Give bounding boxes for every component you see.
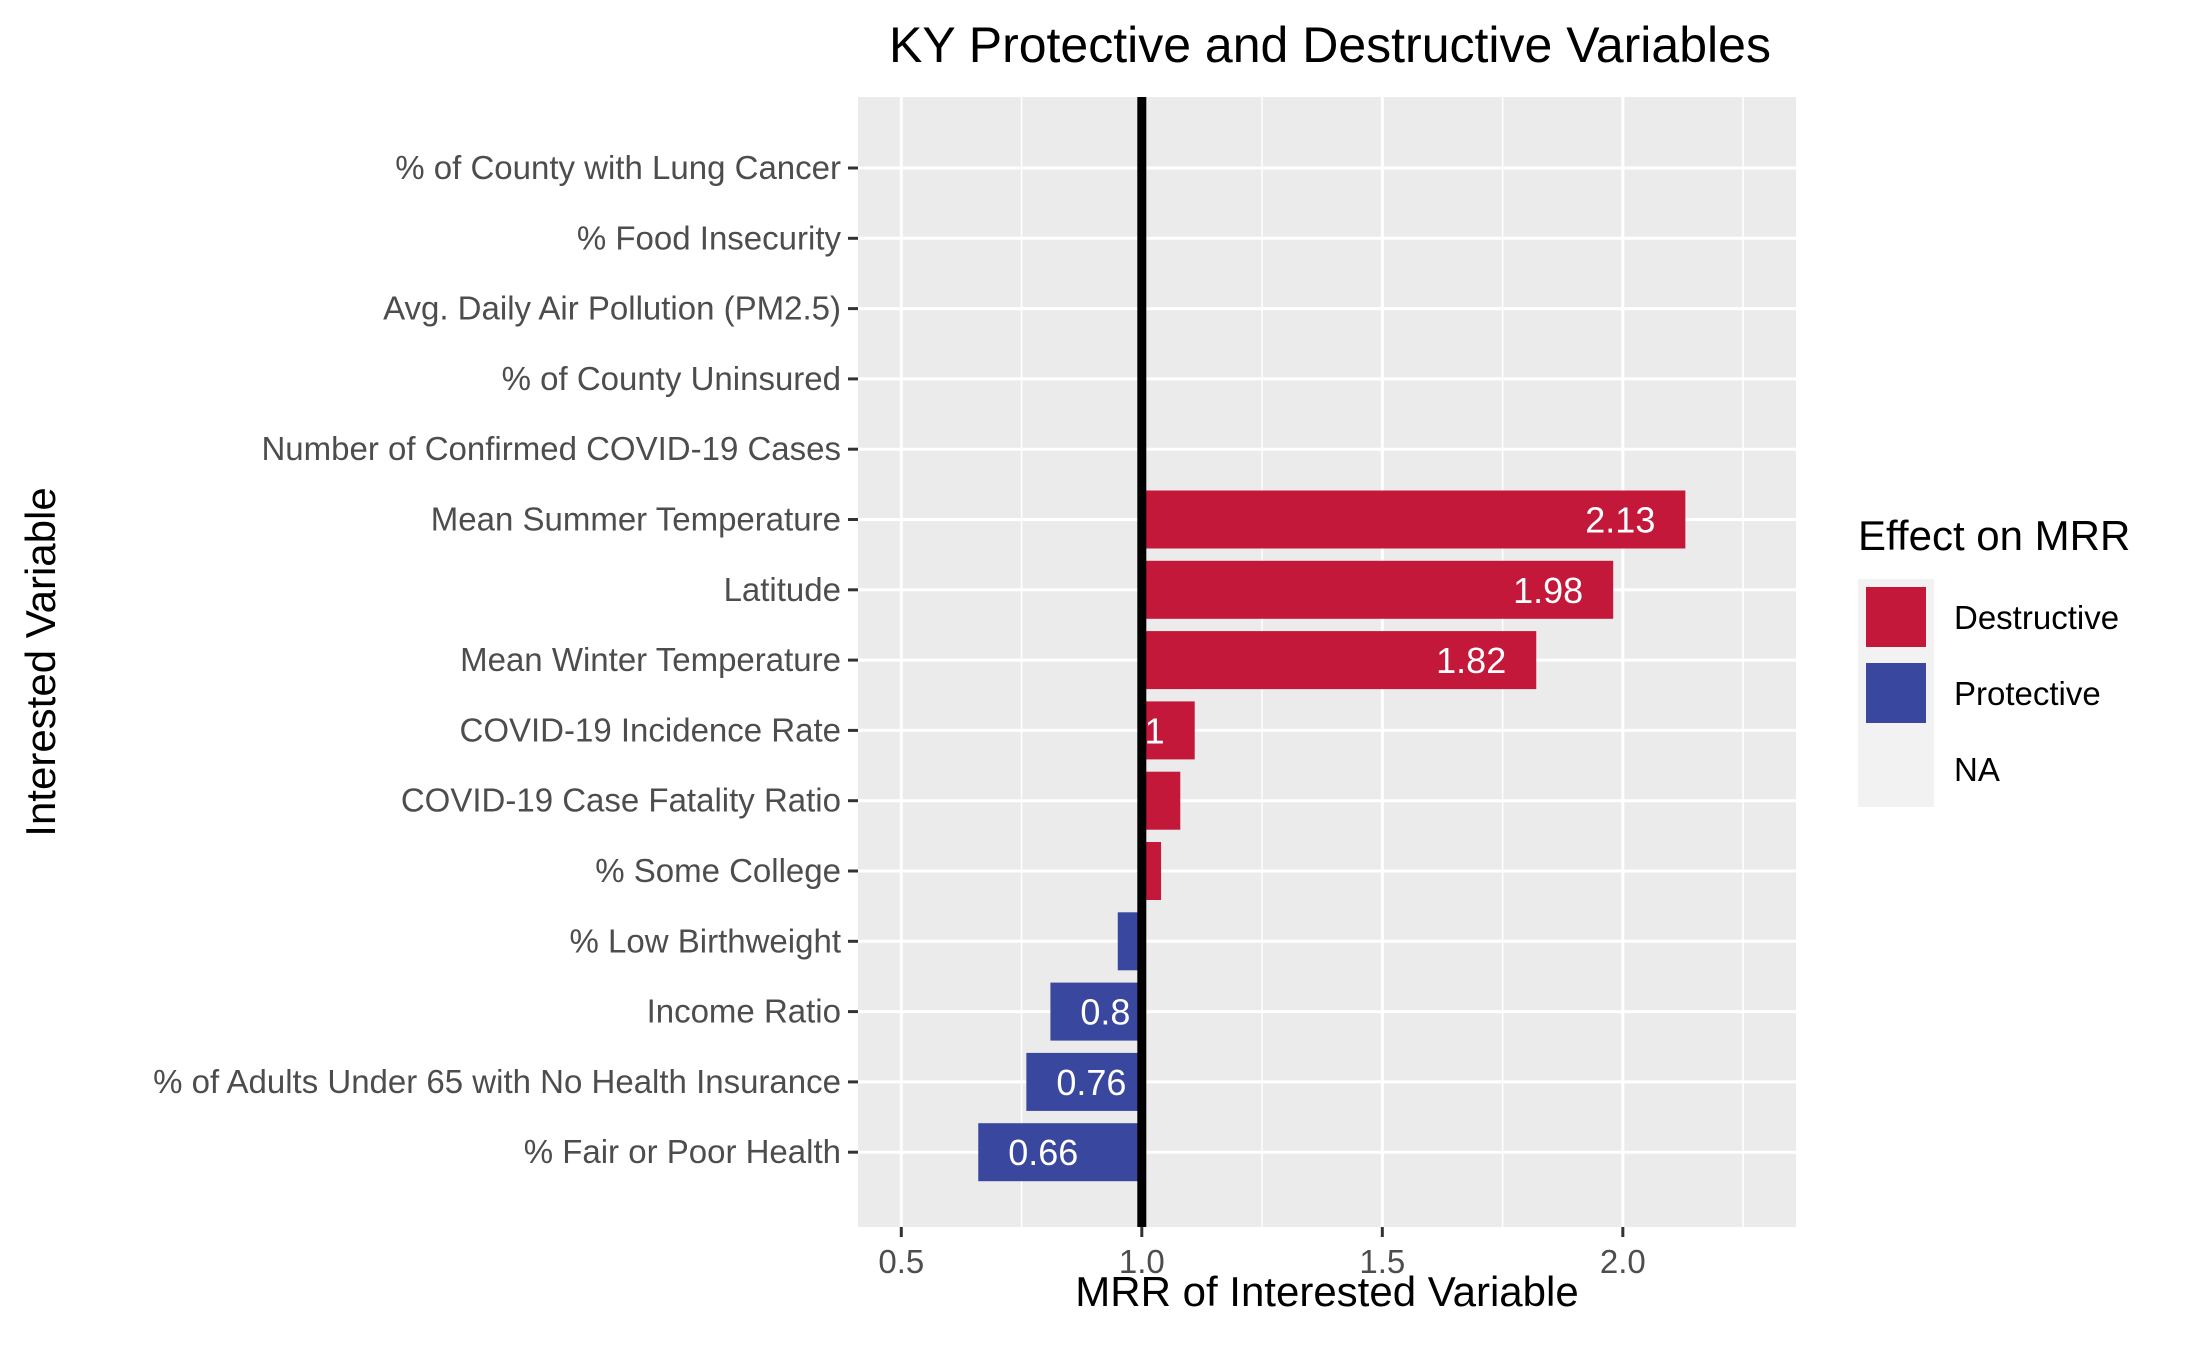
data-label: 1	[1145, 710, 1165, 751]
y-tick-label: Latitude	[724, 571, 841, 608]
bars	[978, 490, 1686, 1182]
legend: Effect on MRR Destructive Protective NA	[1858, 512, 2130, 807]
legend-entry-label: Protective	[1954, 675, 2101, 712]
bar-9	[1141, 490, 1686, 549]
data-label: 0.76	[1056, 1062, 1126, 1103]
bar-4	[1141, 842, 1162, 900]
bar-8	[1141, 560, 1614, 619]
y-tick-label: COVID-19 Case Fatality Ratio	[401, 782, 841, 819]
x-axis: 0.5 1.0 1.5 2.0	[878, 1227, 1646, 1280]
x-axis-title: MRR of Interested Variable	[1075, 1268, 1578, 1315]
y-tick-label: Number of Confirmed COVID-19 Cases	[261, 430, 841, 467]
y-tick-label: % Some College	[595, 852, 841, 889]
y-axis-title: Interested Variable	[17, 487, 64, 836]
bar-1	[1026, 1052, 1142, 1111]
y-tick-label: % Low Birthweight	[570, 922, 841, 959]
bar-5	[1141, 771, 1181, 830]
x-tick-label: 0.5	[878, 1243, 924, 1280]
legend-entry-label: NA	[1954, 751, 2000, 788]
data-label: 0.8	[1080, 992, 1130, 1033]
y-tick-label: % Fair or Poor Health	[524, 1133, 841, 1170]
y-axis: % Fair or Poor Health % of Adults Under 6…	[153, 149, 858, 1170]
legend-swatch-2	[1866, 739, 1926, 799]
data-label: 0.66	[1008, 1132, 1078, 1173]
legend-entry-label: Destructive	[1954, 599, 2119, 636]
y-tick-label: Mean Winter Temperature	[460, 641, 841, 678]
bar-7	[1141, 631, 1537, 690]
data-label: 2.13	[1585, 500, 1655, 541]
x-tick-label: 2.0	[1600, 1243, 1646, 1280]
y-tick-label: % of County Uninsured	[502, 360, 841, 397]
bar-6	[1141, 701, 1195, 760]
bar-labels: 0.66 0.76 0.8 1 1.821.982.13	[1008, 500, 1655, 1174]
y-tick-label: % Food Insecurity	[577, 219, 842, 256]
legend-title: Effect on MRR	[1858, 512, 2130, 559]
legend-swatch-1	[1866, 663, 1926, 723]
y-tick-label: Income Ratio	[647, 993, 841, 1030]
x-tick-label: 1.0	[1119, 1243, 1165, 1280]
y-tick-label: COVID-19 Incidence Rate	[459, 711, 841, 748]
data-label: 1.98	[1513, 570, 1583, 611]
y-tick-label: Mean Summer Temperature	[431, 501, 841, 538]
bar-2	[1050, 982, 1142, 1041]
data-label: 1.82	[1436, 640, 1506, 681]
x-tick-label: 1.5	[1359, 1243, 1405, 1280]
y-tick-label: % of County with Lung Cancer	[395, 149, 841, 186]
bar-0	[978, 1123, 1142, 1182]
legend-swatch-0	[1866, 587, 1926, 647]
y-tick-label: Avg. Daily Air Pollution (PM2.5)	[383, 290, 841, 327]
y-tick-label: % of Adults Under 65 with No Health Insu…	[153, 1063, 841, 1100]
chart-title: KY Protective and Destructive Variables	[889, 17, 1771, 73]
